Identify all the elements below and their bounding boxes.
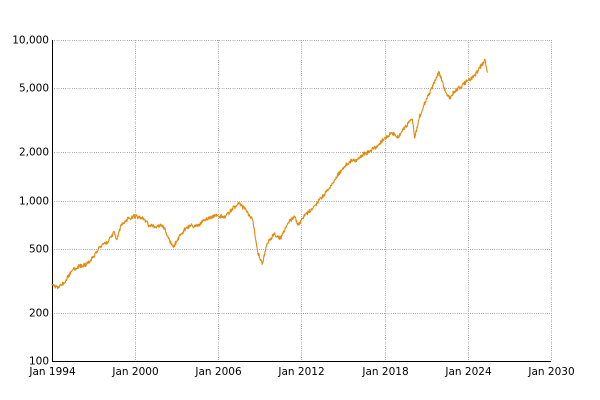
x-tick-label: Jan 2030 — [527, 366, 574, 378]
y-tick-label: 5,000 — [19, 83, 49, 95]
y-tick-labels: 100 200 500 1,000 2,000 5,000 10,000 — [12, 35, 49, 368]
x-tick-label: Jan 2006 — [194, 366, 242, 378]
x-tick-label: Jan 2024 — [444, 366, 492, 378]
y-tick-label: 2,000 — [19, 147, 49, 159]
x-tick-labels: Jan 1994 Jan 2000 Jan 2006 Jan 2012 Jan 2018… — [28, 366, 574, 378]
x-tick-label: Jan 1994 — [28, 366, 76, 378]
x-tick-label: Jan 2018 — [361, 366, 408, 378]
y-tick-label: 500 — [29, 244, 49, 256]
y-tick-label: 10,000 — [12, 35, 49, 47]
y-tick-label: 1,000 — [19, 196, 49, 208]
x-tick-label: Jan 2000 — [111, 366, 158, 378]
series-layer — [51, 58, 488, 290]
grid — [52, 40, 552, 361]
y-tick-label: 100 — [29, 356, 49, 368]
x-tick-label: Jan 2012 — [277, 366, 324, 378]
y-tick-label: 200 — [29, 308, 49, 320]
axes — [52, 40, 551, 362]
price-series-line — [51, 58, 488, 290]
